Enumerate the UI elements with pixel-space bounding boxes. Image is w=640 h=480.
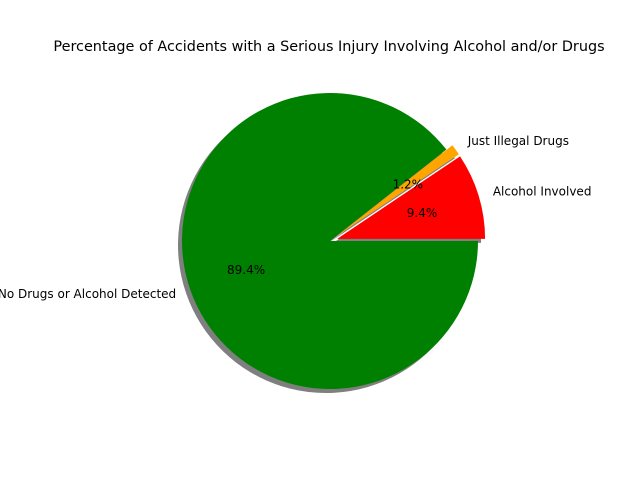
chart-title: Percentage of Accidents with a Serious I… — [53, 39, 604, 55]
pie-slices — [182, 93, 486, 389]
pie-slice-just-illegal-drugs — [335, 145, 459, 237]
pie-slice-no-drugs-or-alcohol-detected — [182, 93, 478, 389]
slice-label-alcohol-involved: Alcohol Involved — [493, 184, 592, 198]
slice-label-no-drugs-or-alcohol-detected: No Drugs or Alcohol Detected — [0, 287, 176, 301]
slice-label-just-illegal-drugs: Just Illegal Drugs — [467, 134, 569, 148]
pct-label-no-drugs-or-alcohol-detected: 89.4% — [227, 263, 265, 277]
pct-label-just-illegal-drugs: 1.2% — [393, 177, 424, 191]
pie-slice-alcohol-involved — [337, 156, 486, 239]
pie-labels: Alcohol Involved 9.4% Just Illegal Drugs 1.… — [0, 134, 591, 301]
pct-label-alcohol-involved: 9.4% — [407, 206, 438, 220]
